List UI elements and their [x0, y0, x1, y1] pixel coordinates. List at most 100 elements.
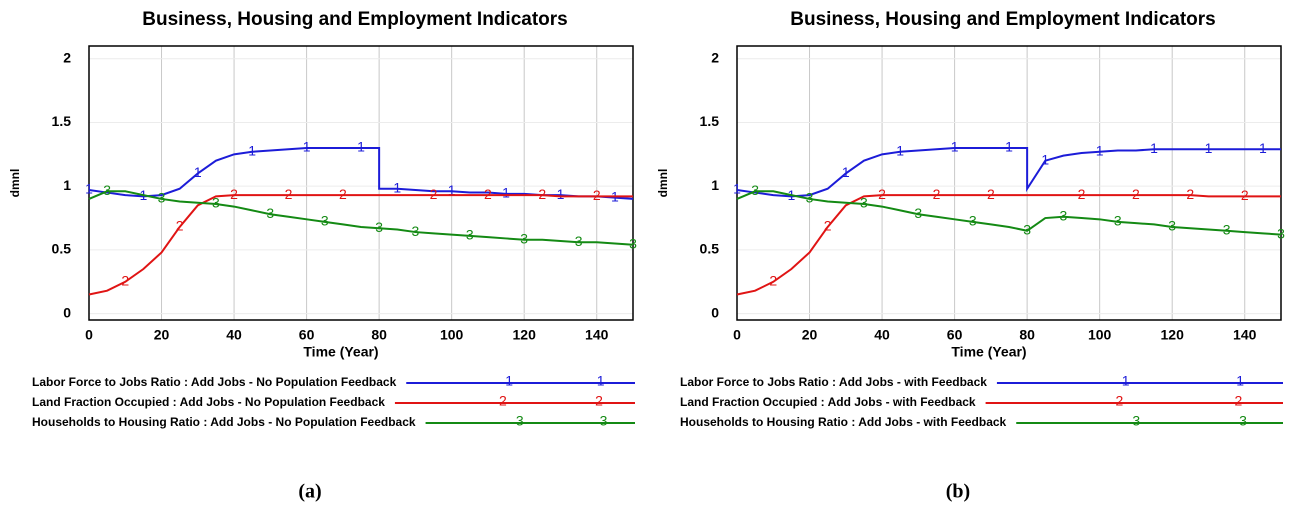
- x-tick-label: 0: [85, 327, 93, 343]
- line-marker: 1: [896, 142, 904, 158]
- line-marker: 2: [824, 218, 832, 234]
- x-tick-label: 0: [733, 327, 741, 343]
- legend-marker: 2: [499, 393, 507, 409]
- series-line: [88, 194, 633, 296]
- legend-marker: 3: [1132, 413, 1140, 429]
- chart-title: Business, Housing and Employment Indicat…: [142, 9, 567, 30]
- line-marker: 2: [1132, 186, 1140, 202]
- y-tick-label: 2: [711, 49, 719, 65]
- legend-label: Land Fraction Occupied : Add Jobs - No P…: [32, 395, 385, 409]
- line-marker: 2: [339, 186, 347, 202]
- x-tick-label: 40: [226, 327, 242, 343]
- line-marker: 3: [266, 205, 274, 221]
- caption: (b): [946, 481, 970, 503]
- line-marker: 2: [230, 186, 238, 202]
- line-marker: 2: [593, 187, 601, 203]
- series-line: [736, 194, 1281, 296]
- legend-marker: 3: [1239, 413, 1247, 429]
- line-marker: 2: [484, 186, 492, 202]
- legend-label: Land Fraction Occupied : Add Jobs - with…: [680, 395, 976, 409]
- line-marker: 3: [321, 213, 329, 229]
- line-marker: 3: [466, 227, 474, 243]
- legend-label: Households to Housing Ratio : Add Jobs -…: [680, 415, 1007, 429]
- line-marker: 2: [933, 186, 941, 202]
- line-marker: 3: [751, 182, 759, 198]
- x-tick-label: 40: [874, 327, 890, 343]
- plot-frame: [88, 45, 634, 321]
- y-tick-label: 2: [63, 49, 71, 65]
- line-marker: 3: [1168, 218, 1176, 234]
- line-marker: 1: [1205, 140, 1213, 156]
- line-marker: 3: [412, 223, 420, 239]
- line-marker: 1: [448, 182, 456, 198]
- x-tick-label: 20: [802, 327, 818, 343]
- line-marker: 1: [85, 181, 93, 197]
- line-marker: 1: [357, 139, 365, 155]
- legend-label: Households to Housing Ratio : Add Jobs -…: [32, 415, 416, 429]
- line-marker: 2: [878, 186, 886, 202]
- line-marker: 3: [1223, 221, 1231, 237]
- legend-marker: 1: [597, 373, 605, 389]
- plot-frame: [736, 45, 1282, 321]
- y-tick-label: 1: [63, 177, 71, 193]
- line-marker: 1: [194, 164, 202, 180]
- line-marker: 3: [629, 236, 637, 252]
- legend-label: Labor Force to Jobs Ratio : Add Jobs - w…: [680, 375, 987, 389]
- y-tick-label: 0.5: [700, 241, 720, 257]
- y-tick-label: 1: [711, 177, 719, 193]
- series-line: [736, 190, 1282, 236]
- x-tick-label: 60: [947, 327, 963, 343]
- y-tick-label: 1.5: [52, 113, 72, 129]
- legend-marker: 2: [1116, 393, 1124, 409]
- x-tick-label: 60: [299, 327, 315, 343]
- y-tick-label: 0: [63, 304, 71, 320]
- line-marker: 1: [1005, 139, 1013, 155]
- line-marker: 1: [393, 179, 401, 195]
- legend-marker: 2: [595, 393, 603, 409]
- y-tick-label: 0.5: [52, 241, 72, 257]
- line-marker: 3: [212, 195, 220, 211]
- line-marker: 3: [1060, 207, 1068, 223]
- line-marker: 1: [842, 164, 850, 180]
- line-marker: 3: [375, 219, 383, 235]
- y-axis-label: dmnl: [8, 169, 22, 198]
- x-tick-label: 80: [371, 327, 387, 343]
- line-marker: 2: [121, 272, 129, 288]
- line-marker: 2: [538, 186, 546, 202]
- x-tick-label: 140: [1233, 327, 1257, 343]
- series-line: [88, 190, 634, 246]
- y-axis-label: dmnl: [656, 169, 670, 198]
- line-marker: 3: [1114, 213, 1122, 229]
- line-marker: 2: [1241, 187, 1249, 203]
- x-tick-label: 100: [440, 327, 464, 343]
- line-marker: 3: [914, 205, 922, 221]
- line-marker: 2: [430, 186, 438, 202]
- line-marker: 3: [1023, 221, 1031, 237]
- series-line: [736, 146, 1281, 198]
- line-marker: 3: [520, 230, 528, 246]
- line-marker: 3: [969, 213, 977, 229]
- x-tick-label: 20: [154, 327, 170, 343]
- line-marker: 2: [987, 186, 995, 202]
- line-marker: 1: [557, 186, 565, 202]
- line-marker: 3: [806, 190, 814, 206]
- line-marker: 2: [176, 218, 184, 234]
- x-tick-label: 120: [513, 327, 537, 343]
- line-marker: 2: [285, 186, 293, 202]
- x-tick-label: 140: [585, 327, 609, 343]
- x-axis-label: Time (Year): [951, 344, 1026, 360]
- x-tick-label: 120: [1161, 327, 1185, 343]
- line-marker: 2: [1186, 186, 1194, 202]
- line-marker: 3: [103, 182, 111, 198]
- x-axis-label: Time (Year): [303, 344, 378, 360]
- legend-marker: 1: [1122, 373, 1130, 389]
- y-tick-label: 0: [711, 304, 719, 320]
- legend-marker: 1: [1236, 373, 1244, 389]
- line-marker: 1: [1259, 140, 1267, 156]
- line-marker: 1: [502, 185, 510, 201]
- line-marker: 1: [733, 181, 741, 197]
- line-marker: 3: [158, 190, 166, 206]
- legend-marker: 2: [1234, 393, 1242, 409]
- line-marker: 1: [303, 139, 311, 155]
- line-marker: 3: [575, 233, 583, 249]
